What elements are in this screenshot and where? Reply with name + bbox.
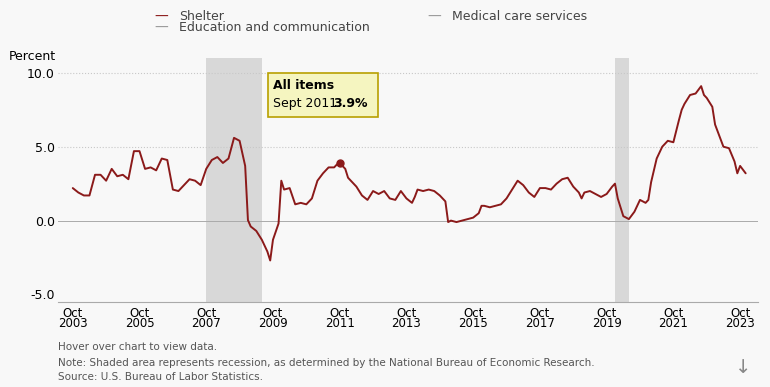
Text: Oct: Oct bbox=[397, 307, 417, 320]
Text: Oct: Oct bbox=[463, 307, 484, 320]
Bar bbox=[206, 58, 262, 302]
Text: 2021: 2021 bbox=[658, 317, 688, 330]
Text: Note: Shaded area represents recession, as determined by the National Bureau of : Note: Shaded area represents recession, … bbox=[58, 358, 594, 368]
Text: Oct: Oct bbox=[530, 307, 550, 320]
Text: —: — bbox=[427, 10, 441, 24]
Text: Education and communication: Education and communication bbox=[179, 21, 370, 34]
Text: Oct: Oct bbox=[730, 307, 750, 320]
Text: Medical care services: Medical care services bbox=[452, 10, 587, 23]
Text: Hover over chart to view data.: Hover over chart to view data. bbox=[58, 342, 217, 353]
FancyBboxPatch shape bbox=[268, 73, 378, 117]
Text: All items: All items bbox=[273, 79, 334, 92]
Text: 2013: 2013 bbox=[392, 317, 421, 330]
Text: —: — bbox=[154, 10, 168, 24]
Text: Oct: Oct bbox=[663, 307, 684, 320]
Bar bbox=[615, 58, 629, 302]
Text: 2019: 2019 bbox=[591, 317, 621, 330]
Text: Oct: Oct bbox=[62, 307, 83, 320]
Text: 3.9%: 3.9% bbox=[333, 97, 367, 110]
Text: 2017: 2017 bbox=[525, 317, 555, 330]
Text: —: — bbox=[154, 21, 168, 35]
Text: 2005: 2005 bbox=[125, 317, 154, 330]
Text: Oct: Oct bbox=[129, 307, 149, 320]
Text: 2009: 2009 bbox=[258, 317, 288, 330]
Text: ↓: ↓ bbox=[735, 358, 752, 377]
Text: Oct: Oct bbox=[597, 307, 617, 320]
Text: Oct: Oct bbox=[330, 307, 350, 320]
Text: 2007: 2007 bbox=[192, 317, 221, 330]
Text: Source: U.S. Bureau of Labor Statistics.: Source: U.S. Bureau of Labor Statistics. bbox=[58, 372, 263, 382]
Text: 2015: 2015 bbox=[458, 317, 488, 330]
Text: Percent: Percent bbox=[9, 50, 56, 63]
Text: Shelter: Shelter bbox=[179, 10, 223, 23]
Text: 2011: 2011 bbox=[325, 317, 355, 330]
Text: Oct: Oct bbox=[263, 307, 283, 320]
Text: Sept 2011:: Sept 2011: bbox=[273, 97, 345, 110]
Text: 2023: 2023 bbox=[725, 317, 755, 330]
Text: Oct: Oct bbox=[196, 307, 216, 320]
Text: 2003: 2003 bbox=[58, 317, 88, 330]
